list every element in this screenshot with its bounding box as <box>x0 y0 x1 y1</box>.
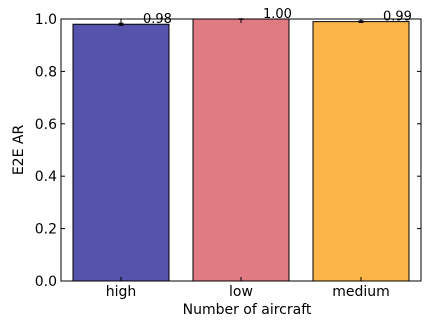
data-label: 0.98 <box>143 12 172 27</box>
x-axis-title: Number of aircraft <box>183 302 312 318</box>
y-tick-label: 0.6 <box>35 117 57 133</box>
data-label: 1.00 <box>263 7 292 22</box>
data-label: 0.99 <box>383 10 412 25</box>
x-tick-label: medium <box>332 284 390 300</box>
y-tick-label: 0.8 <box>35 64 57 80</box>
bar <box>72 23 170 282</box>
bar <box>312 21 410 282</box>
y-axis-title: E2E AR <box>11 125 27 176</box>
y-tick-label: 0.2 <box>35 222 57 238</box>
y-tick-label: 0.4 <box>35 169 57 185</box>
x-tick-label: low <box>229 284 253 300</box>
bar <box>192 18 290 282</box>
y-tick-label: 0.0 <box>35 274 57 290</box>
plot-area: 0.98 high 1.00 low 0.99 medium 0.0 0.2 0.4 0.6 0.8… <box>35 7 422 300</box>
plot-frame <box>60 18 422 282</box>
y-tick-label: 1.0 <box>35 12 57 28</box>
x-tick-label: high <box>106 284 137 300</box>
